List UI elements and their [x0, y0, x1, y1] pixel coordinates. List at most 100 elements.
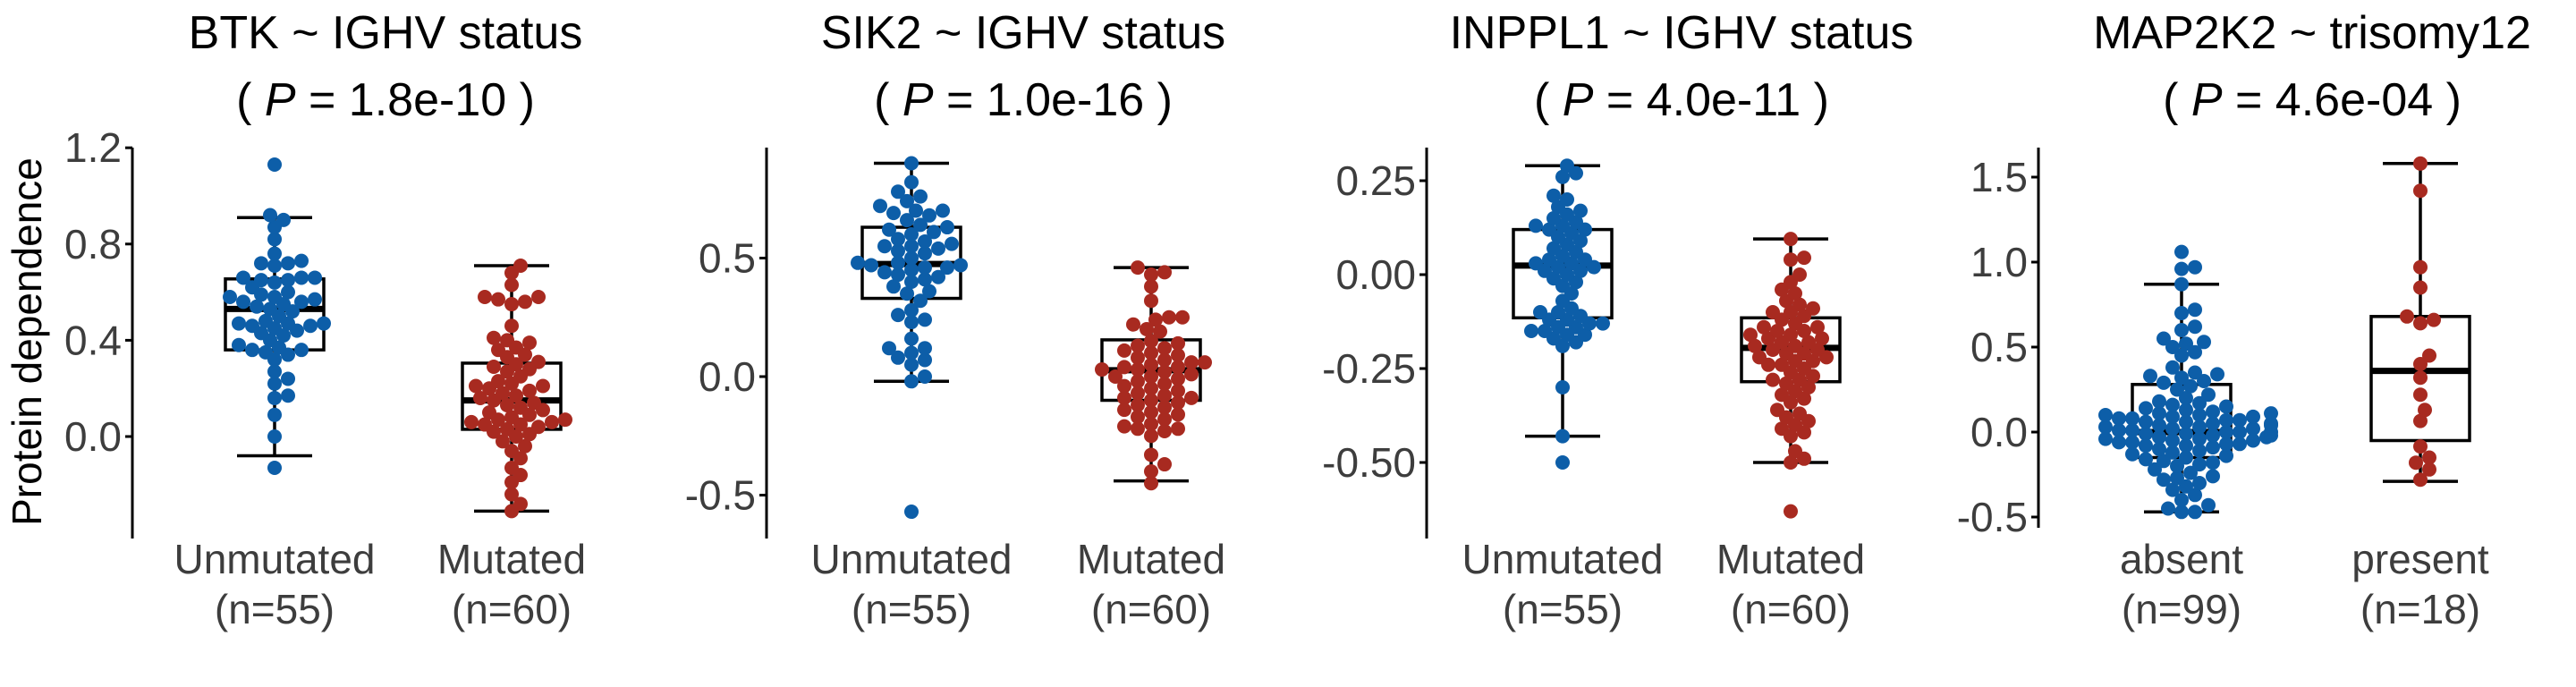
- x-category-label: absent: [2120, 536, 2243, 582]
- data-point: [1117, 403, 1131, 418]
- data-point: [2112, 423, 2126, 438]
- data-point: [1131, 362, 1145, 377]
- data-point: [1184, 390, 1199, 405]
- data-point: [900, 286, 914, 301]
- x-category-count: (n=99): [2122, 586, 2241, 632]
- data-point: [267, 232, 282, 247]
- data-point: [267, 429, 282, 444]
- data-point: [478, 417, 492, 432]
- data-point: [1546, 188, 1561, 203]
- data-point: [276, 212, 291, 227]
- data-point: [2188, 302, 2202, 318]
- data-point: [2422, 348, 2436, 363]
- data-point: [308, 292, 322, 307]
- data-point: [522, 335, 537, 351]
- data-point: [482, 405, 496, 420]
- data-point: [851, 255, 865, 270]
- data-point: [1542, 222, 1556, 237]
- data-point: [1131, 260, 1145, 276]
- data-point: [504, 318, 519, 334]
- data-point: [504, 297, 519, 312]
- data-point: [1131, 386, 1145, 401]
- data-point: [1573, 203, 1588, 218]
- data-point: [2246, 433, 2260, 448]
- data-point: [263, 301, 277, 317]
- data-point: [464, 414, 479, 429]
- data-point: [891, 243, 905, 259]
- data-point: [294, 294, 309, 310]
- data-point: [2422, 462, 2436, 477]
- data-point: [1171, 371, 1185, 386]
- data-point: [1529, 256, 1543, 271]
- data-point: [2152, 406, 2166, 421]
- p-value-label: ( P = 4.0e-11 ): [1534, 74, 1829, 126]
- data-point: [904, 250, 919, 266]
- p-open-paren: (: [236, 74, 265, 126]
- data-point: [877, 239, 892, 254]
- data-point: [2152, 418, 2166, 433]
- group-unmutated: Unmutated(n=55): [810, 156, 1013, 632]
- data-point: [2165, 482, 2180, 497]
- data-point: [2157, 454, 2171, 469]
- data-point: [2139, 438, 2153, 454]
- data-point: [2206, 440, 2220, 455]
- data-point: [294, 343, 309, 358]
- p-value-label: ( P = 4.6e-04 ): [2163, 74, 2462, 126]
- data-point: [1131, 338, 1145, 353]
- data-point: [891, 350, 905, 365]
- data-point: [1117, 390, 1131, 405]
- data-point: [904, 174, 919, 190]
- data-point: [2143, 369, 2157, 384]
- data-point: [2418, 403, 2432, 418]
- data-point: [2188, 344, 2202, 360]
- data-point: [1792, 297, 1807, 312]
- data-point: [2413, 413, 2428, 428]
- panel-title: INPPL1 ~ IGHV status: [1450, 7, 1914, 59]
- data-point: [2210, 367, 2224, 382]
- data-point: [1144, 334, 1158, 349]
- data-point: [2174, 306, 2189, 320]
- data-point: [1144, 369, 1158, 384]
- data-point: [1184, 367, 1199, 382]
- y-tick-label: 0.25: [1335, 157, 1416, 204]
- data-point: [1131, 421, 1145, 437]
- x-category-count: (n=60): [1091, 586, 1211, 632]
- x-category-label: Unmutated: [810, 536, 1012, 582]
- x-category-label: present: [2351, 536, 2489, 582]
- data-point: [1153, 324, 1167, 339]
- data-point: [236, 270, 250, 285]
- data-point: [2165, 340, 2180, 354]
- data-point: [1157, 457, 1172, 472]
- data-point: [263, 208, 277, 223]
- data-point: [1551, 305, 1565, 319]
- data-point: [1596, 316, 1610, 331]
- data-point: [1157, 265, 1172, 280]
- data-point: [2233, 437, 2247, 452]
- data-point: [953, 258, 968, 273]
- data-point: [500, 398, 514, 413]
- y-tick-label: 0.0: [1970, 409, 2028, 455]
- data-point: [904, 262, 919, 277]
- y-tick-label: 1.0: [1970, 239, 2028, 285]
- y-tick-label: 1.2: [64, 124, 122, 171]
- data-point: [1095, 362, 1109, 377]
- data-point: [2179, 403, 2193, 418]
- data-point: [1157, 411, 1172, 427]
- data-point: [487, 359, 501, 374]
- data-point: [882, 341, 896, 356]
- data-point: [2125, 411, 2140, 426]
- data-point: [904, 302, 919, 318]
- data-point: [2206, 416, 2220, 431]
- group-present: present(n=18): [2351, 156, 2489, 632]
- data-point: [267, 289, 282, 304]
- data-point: [2179, 391, 2193, 405]
- data-point: [518, 438, 532, 454]
- data-point: [945, 236, 959, 251]
- data-point: [504, 487, 519, 502]
- data-point: [294, 253, 309, 268]
- data-point: [1766, 305, 1780, 319]
- data-point: [1144, 447, 1158, 462]
- data-point: [2174, 505, 2189, 520]
- group-mutated: Mutated(n=60): [437, 259, 586, 632]
- data-point: [904, 275, 919, 289]
